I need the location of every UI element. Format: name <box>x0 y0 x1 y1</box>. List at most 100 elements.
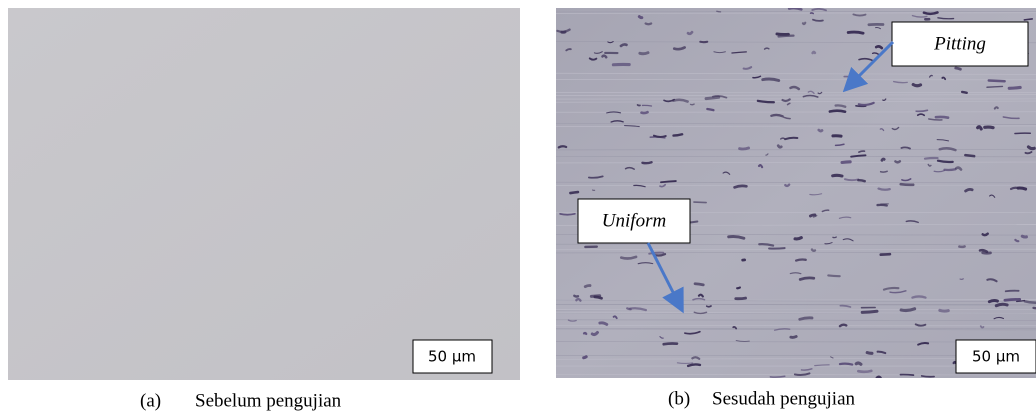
pit <box>770 376 784 377</box>
pit <box>879 189 890 190</box>
pit <box>729 237 744 239</box>
pit <box>966 189 973 191</box>
pit <box>840 325 846 326</box>
pit <box>989 301 997 302</box>
pit <box>785 185 789 186</box>
pit <box>833 175 842 176</box>
pit <box>706 97 719 98</box>
pit <box>1028 147 1034 149</box>
pit <box>800 278 814 280</box>
pit <box>954 362 956 363</box>
pit <box>877 205 886 206</box>
pit <box>912 296 925 297</box>
pit <box>642 105 651 106</box>
pit <box>694 202 706 203</box>
pit <box>574 296 578 297</box>
pit <box>1022 236 1026 237</box>
pit <box>867 353 872 354</box>
pit <box>901 309 914 311</box>
pit <box>877 377 880 378</box>
pit <box>913 85 920 86</box>
pit <box>688 364 700 365</box>
pit <box>856 363 861 364</box>
pit <box>763 79 779 81</box>
annotation: Uniform <box>602 210 666 231</box>
pit <box>840 364 852 365</box>
pit <box>602 56 606 58</box>
pit <box>1006 291 1019 292</box>
pit <box>778 146 781 148</box>
pit <box>796 260 806 261</box>
pit <box>800 318 812 319</box>
pit <box>688 32 692 34</box>
pit <box>595 297 602 298</box>
pit <box>638 105 640 106</box>
pit <box>736 298 746 299</box>
pit <box>664 343 677 344</box>
panel-label: (b) <box>668 388 690 409</box>
pit <box>621 44 626 45</box>
pit <box>901 184 913 185</box>
pit <box>858 371 871 372</box>
pit <box>1005 299 1020 300</box>
pit <box>781 138 785 139</box>
pit <box>707 109 713 110</box>
pit <box>691 104 695 105</box>
pit <box>810 215 814 216</box>
pit <box>559 146 566 147</box>
pit <box>1011 188 1018 189</box>
pit <box>707 306 711 307</box>
pit <box>560 214 575 215</box>
scale-bar: 50 µm <box>428 348 476 366</box>
pit <box>938 161 953 162</box>
pit <box>789 8 801 9</box>
pit <box>830 111 845 112</box>
pit <box>811 13 814 14</box>
pit <box>882 159 884 160</box>
pit <box>985 127 993 128</box>
pit <box>848 32 863 33</box>
pit <box>584 333 586 334</box>
pit <box>996 304 1007 305</box>
pit <box>639 17 642 18</box>
pit <box>791 337 796 338</box>
pit <box>740 148 749 149</box>
pit <box>940 310 948 311</box>
pit <box>842 162 850 163</box>
pit <box>833 237 836 238</box>
figure: 50 µm (a) Sebelum pengujian Pitting Unif… <box>0 0 1036 414</box>
pit <box>960 279 963 280</box>
pit <box>641 112 647 113</box>
pit <box>735 186 747 188</box>
pit <box>584 357 586 358</box>
pit <box>924 12 937 13</box>
pit <box>900 375 913 376</box>
pit <box>983 253 991 254</box>
annotation: Pitting <box>933 33 986 54</box>
pit <box>959 246 964 247</box>
pit <box>812 250 815 251</box>
pit <box>795 238 801 239</box>
pit <box>956 68 961 69</box>
pit <box>881 171 887 172</box>
scale-bar: 50 µm <box>972 348 1020 366</box>
pit <box>600 323 607 325</box>
pit <box>944 169 955 170</box>
pit <box>862 311 877 312</box>
micrograph-before <box>8 8 520 380</box>
pit <box>1009 87 1020 88</box>
pit <box>673 134 682 135</box>
pit <box>646 24 652 25</box>
pit <box>983 234 988 235</box>
pit <box>813 52 815 53</box>
pit <box>836 105 846 106</box>
pit <box>717 11 721 12</box>
pit <box>858 180 864 181</box>
pit <box>978 127 982 129</box>
pit <box>585 286 590 287</box>
pit <box>962 92 967 93</box>
pit <box>642 162 651 163</box>
pit <box>1024 19 1032 20</box>
pit <box>925 158 938 159</box>
panel-caption: Sebelum pengujian <box>195 390 342 411</box>
